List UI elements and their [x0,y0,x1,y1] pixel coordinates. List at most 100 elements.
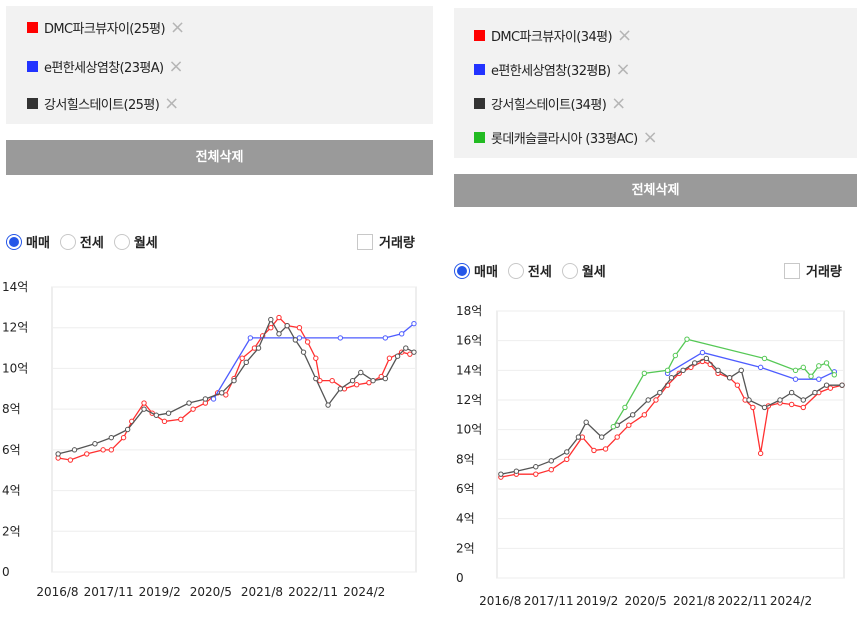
left-chart-data-point[interactable] [108,434,115,441]
left-chart-data-point[interactable] [84,451,90,457]
right-chart-data-point[interactable] [498,471,504,477]
left-chart-data-point[interactable] [313,355,319,361]
left-chart-data-point[interactable] [284,322,290,329]
right-chart-data-point[interactable] [726,375,733,381]
right-tag-4-remove-icon[interactable]: × [642,127,658,148]
left-chart-data-point[interactable] [255,345,262,351]
left-chart-data-point[interactable] [382,375,389,382]
left-chart-data-point[interactable] [358,369,364,376]
right-tag-3-remove-icon[interactable]: × [611,93,626,114]
left-chart-data-point[interactable] [161,418,168,425]
right-chart-data-point[interactable] [816,376,822,382]
right-chart-data-point[interactable] [761,355,768,362]
right-chart-data-point[interactable] [715,367,721,374]
left-chart-data-point[interactable] [219,390,225,396]
left-radio-sale[interactable]: 매매 [6,232,50,251]
right-chart-data-point[interactable] [808,373,814,379]
right-chart-data-point[interactable] [575,434,582,440]
right-chart-data-point[interactable] [591,447,597,454]
right-chart-data-point[interactable] [800,404,806,411]
right-chart-data-point[interactable] [738,367,744,374]
right-chart-data-point[interactable] [629,412,636,418]
left-volume-toggle[interactable]: 거래량 [357,232,415,251]
right-chart-data-point[interactable] [839,382,845,388]
right-chart-data-point[interactable] [788,389,795,396]
left-chart-data-point[interactable] [325,402,331,408]
left-chart-data-point[interactable] [353,382,360,388]
right-chart-data-point[interactable] [800,397,806,403]
left-chart-data-point[interactable] [100,447,106,453]
left-chart-data-point[interactable] [247,335,254,341]
left-chart-data-point[interactable] [317,377,323,384]
left-chart-data-point[interactable] [243,359,249,366]
left-chart-data-point[interactable] [231,377,237,384]
right-chart-data-point[interactable] [564,456,570,463]
left-clear-all-button[interactable]: 전체삭제 [6,140,433,175]
right-chart-data-point[interactable] [761,404,768,411]
right-chart-data-point[interactable] [598,434,605,440]
left-radio-jeonse-circle[interactable] [59,233,76,250]
right-chart-data-point[interactable] [816,363,822,369]
right-chart-data-point[interactable] [614,434,620,440]
right-chart-data-point[interactable] [602,446,609,452]
left-chart-data-point[interactable] [223,392,229,398]
right-chart-data-point[interactable] [792,376,799,382]
right-chart-data-point[interactable] [703,355,710,362]
right-chart-data-point[interactable] [692,360,698,366]
left-chart-data-point[interactable] [202,396,209,402]
left-chart-data-point[interactable] [141,406,147,412]
right-chart-data-point[interactable] [827,385,834,391]
right-tag-1-remove-icon[interactable]: × [616,25,632,46]
right-radio-sale-circle[interactable] [454,262,470,279]
left-chart-data-point[interactable] [292,337,299,343]
left-chart-data-point[interactable] [313,375,319,382]
left-chart-data-point[interactable] [403,345,409,351]
right-chart-data-point[interactable] [800,364,806,371]
left-chart-data-point[interactable] [268,325,274,331]
right-chart-data-point[interactable] [757,364,764,371]
left-chart-data-point[interactable] [337,386,344,392]
left-chart-data-point[interactable] [411,320,417,327]
right-volume-toggle[interactable]: 거래량 [784,261,842,280]
right-radio-jeonse-circle[interactable] [507,262,524,279]
right-chart-data-point[interactable] [757,450,764,457]
right-chart-data-point[interactable] [699,349,706,356]
right-chart-data-point[interactable] [513,468,520,474]
right-radio-monthly-circle[interactable] [561,262,578,279]
right-chart-data-point[interactable] [684,336,690,342]
left-chart-data-point[interactable] [67,457,74,463]
left-chart-data-point[interactable] [120,434,127,441]
left-tag-3-remove-icon[interactable]: × [164,93,179,114]
left-chart-data-point[interactable] [296,335,303,341]
right-chart-data-point[interactable] [653,397,659,403]
left-chart-data-point[interactable] [186,400,192,406]
left-chart-data-point[interactable] [349,377,356,384]
right-chart-data-point[interactable] [645,397,651,403]
left-chart-data-point[interactable] [276,331,282,337]
right-chart-data-point[interactable] [777,397,783,403]
right-chart-data-point[interactable] [548,467,554,473]
right-chart-data-point[interactable] [641,412,648,418]
left-chart-data-point[interactable] [239,355,245,361]
left-chart-data-point[interactable] [329,377,335,384]
left-chart-data-point[interactable] [178,416,184,423]
right-chart-data-point[interactable] [750,404,756,411]
right-chart-data-point[interactable] [533,464,539,470]
right-clear-all-button[interactable]: 전체삭제 [454,174,857,207]
right-chart-data-point[interactable] [583,419,589,425]
left-radio-monthly[interactable]: 월세 [113,232,158,251]
right-chart-data-point[interactable] [668,375,675,381]
left-chart-data-point[interactable] [210,396,217,402]
right-chart-data-point[interactable] [680,367,686,374]
right-chart-data-point[interactable] [564,449,570,455]
right-radio-jeonse[interactable]: 전세 [507,261,552,280]
left-tag-1-remove-icon[interactable]: × [169,17,185,38]
left-chart-data-point[interactable] [92,441,98,447]
right-chart-data-point[interactable] [672,352,679,359]
left-chart-data-point[interactable] [370,377,376,384]
right-chart-data-point[interactable] [734,382,741,388]
left-radio-monthly-circle[interactable] [113,233,130,250]
left-chart-data-point[interactable] [304,339,311,345]
right-volume-checkbox[interactable] [784,262,800,279]
right-chart-data-point[interactable] [823,382,830,388]
